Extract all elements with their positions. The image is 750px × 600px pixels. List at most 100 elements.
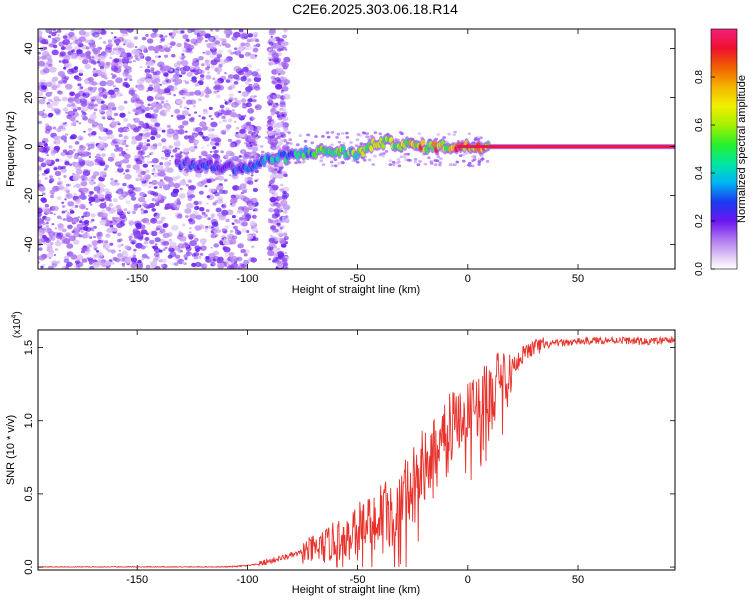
heatmap-cell: [76, 254, 84, 261]
heatmap-cell: [168, 181, 175, 187]
heatmap-cell: [273, 59, 278, 63]
heatmap-cell: [183, 262, 187, 266]
heatmap-cell: [333, 164, 338, 168]
heatmap-cell: [229, 111, 237, 118]
heatmap-cell: [206, 178, 212, 184]
heatmap-cell: [231, 261, 235, 264]
heatmap-cell: [119, 213, 127, 219]
heatmap-cell: [181, 55, 186, 59]
heatmap-cell: [86, 257, 90, 260]
heatmap-cell: [48, 35, 52, 38]
heatmap-cell: [134, 233, 142, 239]
heatmap-cell: [466, 163, 471, 167]
heatmap-cell: [461, 153, 466, 157]
heatmap-cell: [41, 172, 46, 176]
heatmap-cell: [207, 133, 215, 139]
heatmap-cell: [131, 140, 137, 145]
heatmap-cell: [94, 103, 98, 107]
heatmap-cell: [281, 62, 289, 69]
heatmap-cell: [145, 78, 152, 84]
heatmap-cell: [270, 120, 276, 125]
heatmap-cell: [51, 85, 58, 91]
heatmap-cell: [131, 241, 135, 244]
heatmap-cell: [184, 242, 188, 245]
heatmap-cell: [41, 192, 46, 196]
heatmap-cell: [145, 56, 152, 62]
heatmap-cell: [45, 225, 50, 228]
heatmap-cell: [182, 96, 186, 100]
heatmap-cell: [201, 151, 207, 156]
heatmap-cell: [217, 72, 221, 75]
heatmap-cell: [172, 86, 178, 91]
heatmap-cell: [182, 179, 186, 182]
heatmap-cell: [140, 218, 146, 223]
heatmap-cell: [80, 153, 86, 158]
heatmap-cell: [257, 135, 261, 139]
heatmap-cell: [144, 68, 151, 74]
heatmap-cell: [149, 151, 154, 155]
heatmap-cell: [97, 233, 101, 236]
heatmap-cell: [46, 103, 53, 109]
heatmap-cell: [210, 246, 214, 249]
heatmap-cell: [215, 177, 219, 180]
heatmap-cell: [282, 93, 291, 100]
heatmap-cell: [367, 158, 372, 162]
heatmap-cell: [71, 104, 77, 110]
heatmap-cell: [166, 232, 173, 237]
heatmap-cell: [216, 94, 221, 99]
heatmap-cell: [365, 132, 370, 136]
heatmap-cell: [228, 174, 232, 177]
heatmap-cell: [114, 161, 122, 167]
heatmap-cell: [80, 101, 88, 107]
heatmap-cell: [118, 249, 122, 252]
heatmap-cell: [448, 163, 453, 167]
heatmap-cell: [279, 40, 282, 44]
heatmap-cell: [198, 115, 201, 117]
heatmap-cell: [198, 190, 204, 195]
heatmap-cell: [127, 190, 131, 193]
heatmap-cell: [89, 113, 97, 120]
heatmap-cell: [208, 90, 212, 94]
heatmap-cell: [371, 163, 376, 166]
heatmap-cell: [240, 248, 246, 254]
heatmap-cell: [198, 30, 206, 36]
heatmap-cell: [163, 184, 171, 191]
heatmap-cell: [209, 54, 216, 59]
heatmap-cell: [90, 213, 96, 218]
heatmap-cell: [121, 150, 126, 155]
heatmap-cell: [225, 155, 229, 159]
heatmap-cell: [279, 188, 284, 192]
heatmap-cell: [69, 136, 74, 140]
heatmap-cell: [123, 43, 126, 46]
heatmap-cell: [189, 213, 197, 220]
heatmap-cell: [186, 99, 193, 105]
heatmap-cell: [276, 251, 284, 258]
heatmap-cell: [46, 252, 54, 258]
heatmap-cell: [187, 197, 193, 202]
heatmap-cell: [404, 158, 408, 162]
heatmap-cell: [277, 52, 283, 56]
heatmap-cell: [458, 154, 463, 158]
heatmap-cell: [64, 122, 68, 124]
heatmap-cell: [38, 214, 41, 217]
heatmap-cell: [320, 156, 324, 159]
heatmap-cell: [61, 76, 68, 83]
heatmap-cell: [38, 179, 42, 184]
heatmap-cell: [272, 192, 279, 197]
heatmap-cell: [101, 209, 105, 213]
heatmap-cell: [126, 123, 132, 128]
heatmap-cell: [243, 266, 248, 269]
heatmap-cell: [237, 243, 244, 249]
heatmap-cell: [229, 230, 234, 233]
heatmap-cell: [212, 85, 219, 91]
heatmap-cell: [176, 60, 182, 65]
heatmap-cell: [106, 114, 113, 119]
heatmap-cell: [38, 37, 46, 43]
heatmap-cell: [142, 129, 147, 133]
heatmap-cell: [148, 181, 152, 185]
heatmap-cell: [104, 47, 112, 53]
heatmap-cell: [69, 208, 73, 212]
heatmap-cell: [116, 138, 120, 142]
heatmap-cell: [63, 175, 67, 178]
heatmap-cell: [438, 163, 442, 167]
